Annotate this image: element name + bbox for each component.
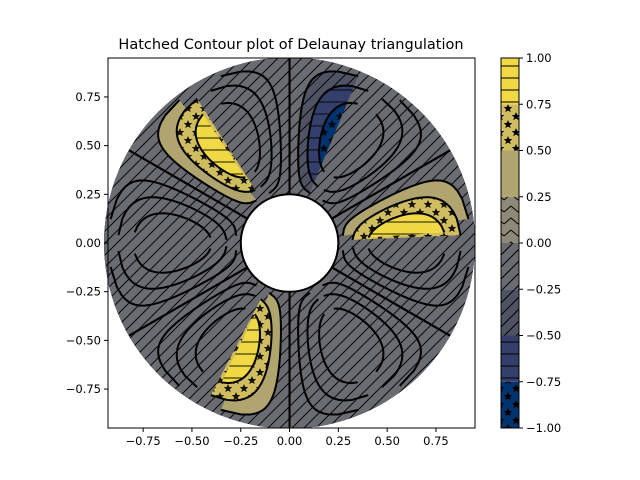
contour-line xyxy=(220,70,282,194)
contour-line xyxy=(297,292,359,416)
chart-title: Hatched Contour plot of Delaunay triangu… xyxy=(118,37,463,53)
colorbar-tick-label: 0.25 xyxy=(526,190,552,204)
y-tick-label: 0.25 xyxy=(75,187,101,201)
colorbar-tick-label: −0.50 xyxy=(526,329,561,343)
x-tick-label: −0.50 xyxy=(174,434,209,448)
colorbar-tick-label: −0.25 xyxy=(526,282,561,296)
colorbar-band-hatch xyxy=(501,58,519,105)
y-tick-label: 0.50 xyxy=(75,139,101,153)
contour-line xyxy=(367,212,446,238)
plot-area: −0.75 −0.50 −0.25 0.00 0.25 0.50 0.75 −0.75−0.… xyxy=(66,57,476,448)
contour-line xyxy=(318,313,358,385)
contour-line xyxy=(157,281,257,387)
contour-line xyxy=(133,212,212,238)
contour-line xyxy=(297,70,359,194)
x-tick-label: −0.25 xyxy=(223,434,258,448)
colorbar-tick-label: −1.00 xyxy=(526,421,561,435)
x-tick-label: 0.75 xyxy=(423,434,449,448)
inner-hole-outline xyxy=(239,193,340,293)
contour-line xyxy=(306,84,369,188)
contour-line xyxy=(323,293,404,388)
contour-line xyxy=(318,101,358,173)
contour-line xyxy=(341,179,470,236)
zero-contour xyxy=(125,266,248,339)
y-tick-label: 0.75 xyxy=(75,90,101,104)
band-7-lobe-2-hatch xyxy=(221,314,260,384)
contour-line xyxy=(117,196,228,241)
contour-line xyxy=(323,98,404,193)
colorbar-band-hatch xyxy=(501,104,519,151)
contour-line xyxy=(117,245,228,290)
x-axis: −0.75 −0.50 −0.25 0.00 0.25 0.50 0.75 xyxy=(126,428,449,448)
contour-line xyxy=(133,248,212,274)
y-tick-label: −0.50 xyxy=(66,333,101,347)
contour-line xyxy=(210,84,273,188)
x-tick-label: 0.50 xyxy=(374,434,400,448)
colorbar-band-hatch xyxy=(501,335,519,382)
y-axis: −0.75 −0.50 −0.25 0.00 0.25 0.50 0.75 xyxy=(66,90,108,396)
contour-line xyxy=(220,292,282,416)
colorbar-band xyxy=(501,150,519,197)
contour-line xyxy=(322,99,422,205)
contour-line xyxy=(210,298,273,402)
contour-lines xyxy=(109,57,470,429)
contour-line xyxy=(333,307,385,373)
contour-line xyxy=(351,196,462,241)
contour-line xyxy=(306,298,369,402)
contour-line xyxy=(341,250,470,307)
contour-line xyxy=(221,313,261,385)
contour-line xyxy=(333,113,385,179)
band-7-lobe-0-hatch xyxy=(368,213,445,238)
colorbar-tick-label: 0.00 xyxy=(526,236,552,250)
colorbar: 1.00 0.75 0.50 0.25 0.00 −0.25 −0.50 −0.75 −1.00 xyxy=(500,51,561,435)
colorbar-band-hatch xyxy=(501,243,519,290)
y-tick-label: −0.25 xyxy=(66,285,101,299)
y-tick-label: 0.00 xyxy=(75,236,101,250)
contour-line xyxy=(109,179,238,236)
colorbar-band-hatch xyxy=(501,196,519,243)
contour-line xyxy=(157,99,257,205)
x-tick-label: 0.00 xyxy=(277,434,303,448)
x-tick-label: 0.25 xyxy=(326,434,352,448)
zero-contour xyxy=(125,147,248,220)
contour-line xyxy=(109,250,238,307)
colorbar-band-hatch xyxy=(501,381,519,428)
colorbar-tick-label: 1.00 xyxy=(526,51,552,65)
zero-contour xyxy=(331,147,455,220)
x-tick-label: −0.75 xyxy=(126,434,161,448)
contour-line xyxy=(175,98,256,193)
contour-line xyxy=(194,307,246,373)
colorbar-tick-label: −0.75 xyxy=(526,375,561,389)
contour-line xyxy=(367,248,446,274)
y-tick-label: −0.75 xyxy=(66,382,101,396)
contour-line xyxy=(175,293,256,388)
zero-contour xyxy=(331,266,455,339)
contour-line xyxy=(351,245,462,290)
band-7-lobe-1-hatch xyxy=(195,114,246,178)
colorbar-tick-label: 0.50 xyxy=(526,144,552,158)
colorbar-band-hatch xyxy=(501,289,519,336)
contour-line xyxy=(322,281,422,387)
contour-line xyxy=(221,101,261,173)
contour-line xyxy=(194,113,246,179)
colorbar-tick-label: 0.75 xyxy=(526,97,552,111)
